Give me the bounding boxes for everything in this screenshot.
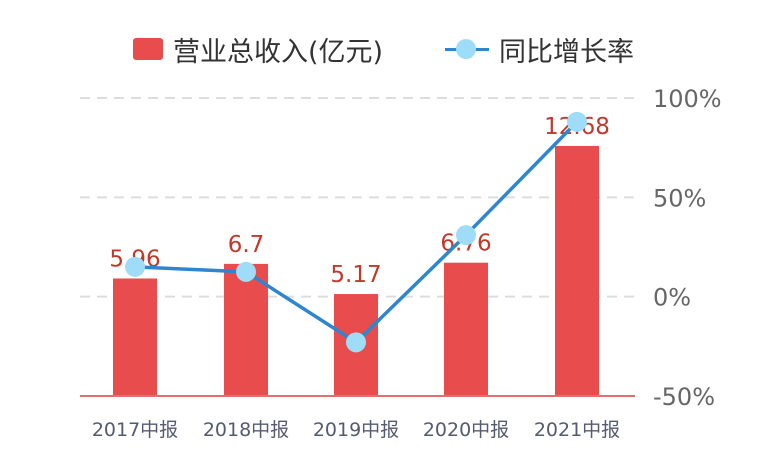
growth-point-2018中报 (236, 262, 256, 282)
x-tick-label: 2021中报 (534, 419, 620, 441)
bar-2021中报 (555, 146, 599, 396)
bar-value-label: 5.17 (330, 262, 381, 288)
combo-chart: 100%50%0%-50%5.966.75.176.7612.682017中报2… (0, 0, 762, 458)
x-tick-label: 2020中报 (423, 419, 509, 441)
y-tick-label: 50% (653, 184, 706, 212)
growth-point-2017中报 (125, 257, 145, 277)
growth-point-2020中报 (456, 225, 476, 245)
y-tick-label: 0% (653, 284, 691, 312)
x-tick-label: 2019中报 (313, 419, 399, 441)
growth-point-2021中报 (567, 112, 587, 132)
bar-value-label: 6.7 (228, 232, 265, 258)
y-tick-label: -50% (653, 383, 715, 411)
bar-2020中报 (444, 263, 488, 396)
growth-point-2019中报 (346, 332, 366, 352)
y-tick-label: 100% (653, 85, 722, 113)
x-tick-label: 2017中报 (92, 419, 178, 441)
x-tick-label: 2018中报 (203, 419, 289, 441)
bar-2017中报 (113, 278, 157, 396)
